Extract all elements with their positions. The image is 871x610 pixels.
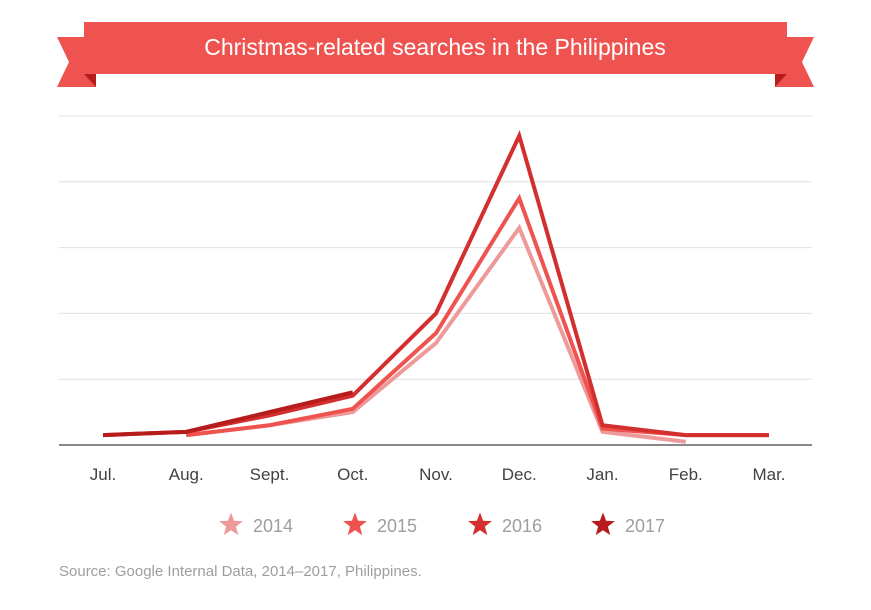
legend-label: 2014 bbox=[253, 516, 293, 536]
star-icon bbox=[591, 512, 615, 536]
banner-body bbox=[84, 22, 787, 74]
legend-label: 2017 bbox=[625, 516, 665, 536]
x-tick-label: Feb. bbox=[669, 465, 703, 484]
legend-item-2016: 2016 bbox=[468, 512, 542, 536]
x-tick-label: Sept. bbox=[250, 465, 290, 484]
legend-item-2015: 2015 bbox=[343, 512, 417, 536]
star-icon bbox=[219, 512, 243, 536]
legend-item-2017: 2017 bbox=[591, 512, 665, 536]
x-tick-label: Aug. bbox=[169, 465, 204, 484]
legend: 2014 2015 2016 2017 bbox=[219, 512, 665, 536]
x-axis-ticks: Jul. Aug. Sept. Oct. Nov. Dec. Jan. Feb. Mar. bbox=[90, 465, 786, 484]
source-note: Source: Google Internal Data, 2014–2017,… bbox=[59, 563, 422, 580]
banner-right-fold bbox=[775, 74, 787, 87]
x-tick-label: Jul. bbox=[90, 465, 116, 484]
gridlines bbox=[59, 115, 812, 446]
series-line-2015 bbox=[186, 193, 769, 438]
x-tick-label: Nov. bbox=[419, 465, 453, 484]
title-banner: Christmas-related searches in the Philip… bbox=[57, 22, 814, 87]
banner-left-fold bbox=[84, 74, 96, 87]
star-icon bbox=[468, 512, 492, 536]
legend-label: 2016 bbox=[502, 516, 542, 536]
x-tick-label: Oct. bbox=[337, 465, 368, 484]
series-line-2016 bbox=[102, 130, 769, 438]
x-tick-label: Jan. bbox=[586, 465, 618, 484]
series-lines bbox=[102, 130, 769, 444]
legend-item-2014: 2014 bbox=[219, 512, 293, 536]
star-icon bbox=[343, 512, 367, 536]
x-tick-label: Mar. bbox=[752, 465, 785, 484]
chart-title: Christmas-related searches in the Philip… bbox=[204, 34, 666, 60]
legend-label: 2015 bbox=[377, 516, 417, 536]
series-line-2017 bbox=[102, 390, 354, 438]
x-tick-label: Dec. bbox=[502, 465, 537, 484]
